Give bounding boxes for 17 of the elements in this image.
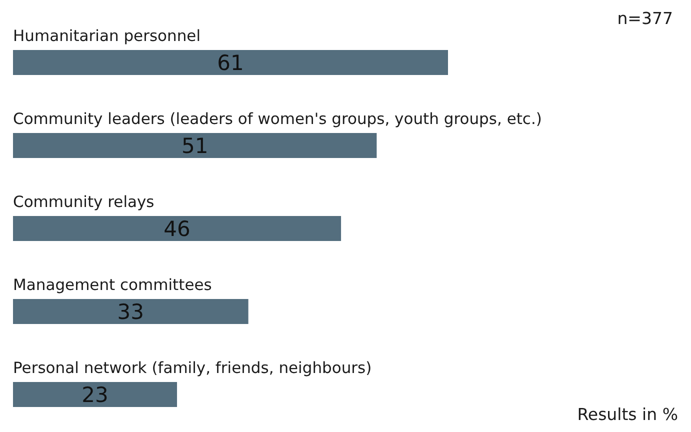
y-tick-label: Community relays <box>13 193 154 211</box>
data-label: 23 <box>82 383 108 408</box>
bar <box>13 216 342 241</box>
y-tick-label: Humanitarian personnel <box>13 27 201 45</box>
bar <box>13 50 448 75</box>
data-label: 51 <box>181 134 208 158</box>
data-label: 61 <box>217 51 244 76</box>
data-label: 33 <box>117 300 144 324</box>
bar <box>13 133 377 158</box>
data-label: 46 <box>164 217 190 242</box>
y-tick-label: Management committees <box>13 276 212 294</box>
text: Results in % <box>577 405 678 424</box>
y-tick-label: Community leaders (leaders of women's groups, youth groups, etc.) <box>13 110 542 128</box>
bar <box>13 382 178 407</box>
text: n=377 <box>617 9 673 28</box>
bar <box>13 299 248 324</box>
y-tick-label: Personal network (family, friends, neighbours) <box>13 359 372 377</box>
